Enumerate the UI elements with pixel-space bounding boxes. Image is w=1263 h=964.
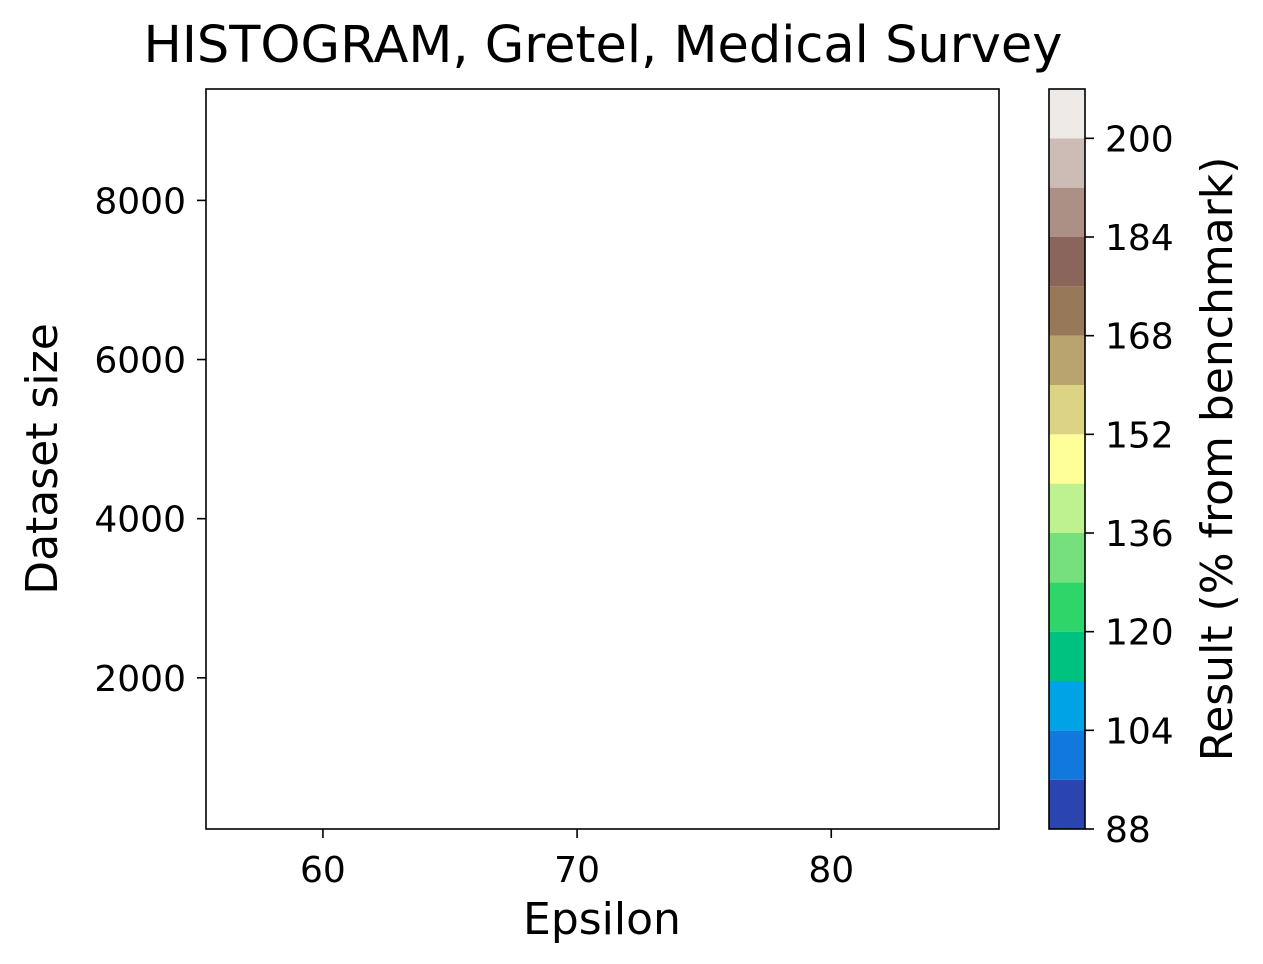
colorbar-tick-label: 120 bbox=[1105, 613, 1174, 654]
colorbar-band bbox=[1049, 730, 1085, 780]
colorbar-band bbox=[1049, 335, 1085, 385]
colorbar-band bbox=[1049, 286, 1085, 336]
colorbar-band bbox=[1049, 483, 1085, 533]
x-axis-label: Epsilon bbox=[523, 894, 681, 945]
colorbar-band bbox=[1049, 779, 1085, 829]
colorbar-tick-label: 184 bbox=[1105, 218, 1174, 259]
colorbar-tick-label: 168 bbox=[1105, 317, 1174, 358]
colorbar-band bbox=[1049, 237, 1085, 287]
colorbar-band bbox=[1049, 138, 1085, 188]
colorbar-tick-label: 200 bbox=[1105, 119, 1174, 160]
y-tick-label: 8000 bbox=[94, 181, 186, 222]
y-tick-label: 4000 bbox=[94, 500, 186, 541]
colorbar bbox=[1049, 89, 1085, 829]
colorbar-frame bbox=[1048, 88, 1086, 830]
x-axis: 60 70 80 bbox=[300, 829, 854, 891]
colorbar-band bbox=[1049, 187, 1085, 237]
colorbar-tick-label: 152 bbox=[1105, 415, 1174, 456]
colorbar-ticks: 88 104 120 136 152 168 184 200 bbox=[1085, 119, 1174, 851]
y-axis-label: Dataset size bbox=[17, 323, 68, 595]
x-tick-label: 60 bbox=[300, 850, 346, 891]
colorbar-label: Result (% from benchmark) bbox=[1192, 157, 1243, 762]
colorbar-band bbox=[1049, 631, 1085, 681]
colorbar-tick-label: 104 bbox=[1105, 711, 1174, 752]
plot-area bbox=[206, 89, 999, 829]
x-tick-label: 80 bbox=[808, 850, 854, 891]
chart-title: HISTOGRAM, Gretel, Medical Survey bbox=[144, 16, 1063, 75]
colorbar-band bbox=[1049, 582, 1085, 632]
colorbar-band bbox=[1049, 681, 1085, 731]
y-axis: 2000 4000 6000 8000 bbox=[94, 181, 206, 700]
colorbar-tick-label: 136 bbox=[1105, 514, 1174, 555]
colorbar-band bbox=[1049, 385, 1085, 435]
colorbar-band bbox=[1049, 533, 1085, 583]
colorbar-band bbox=[1049, 89, 1085, 139]
colorbar-band bbox=[1049, 434, 1085, 484]
y-tick-label: 6000 bbox=[94, 341, 186, 382]
x-tick-label: 70 bbox=[554, 850, 600, 891]
plot-frame bbox=[205, 88, 1000, 830]
colorbar-tick-label: 88 bbox=[1105, 810, 1151, 851]
y-tick-label: 2000 bbox=[94, 659, 186, 700]
